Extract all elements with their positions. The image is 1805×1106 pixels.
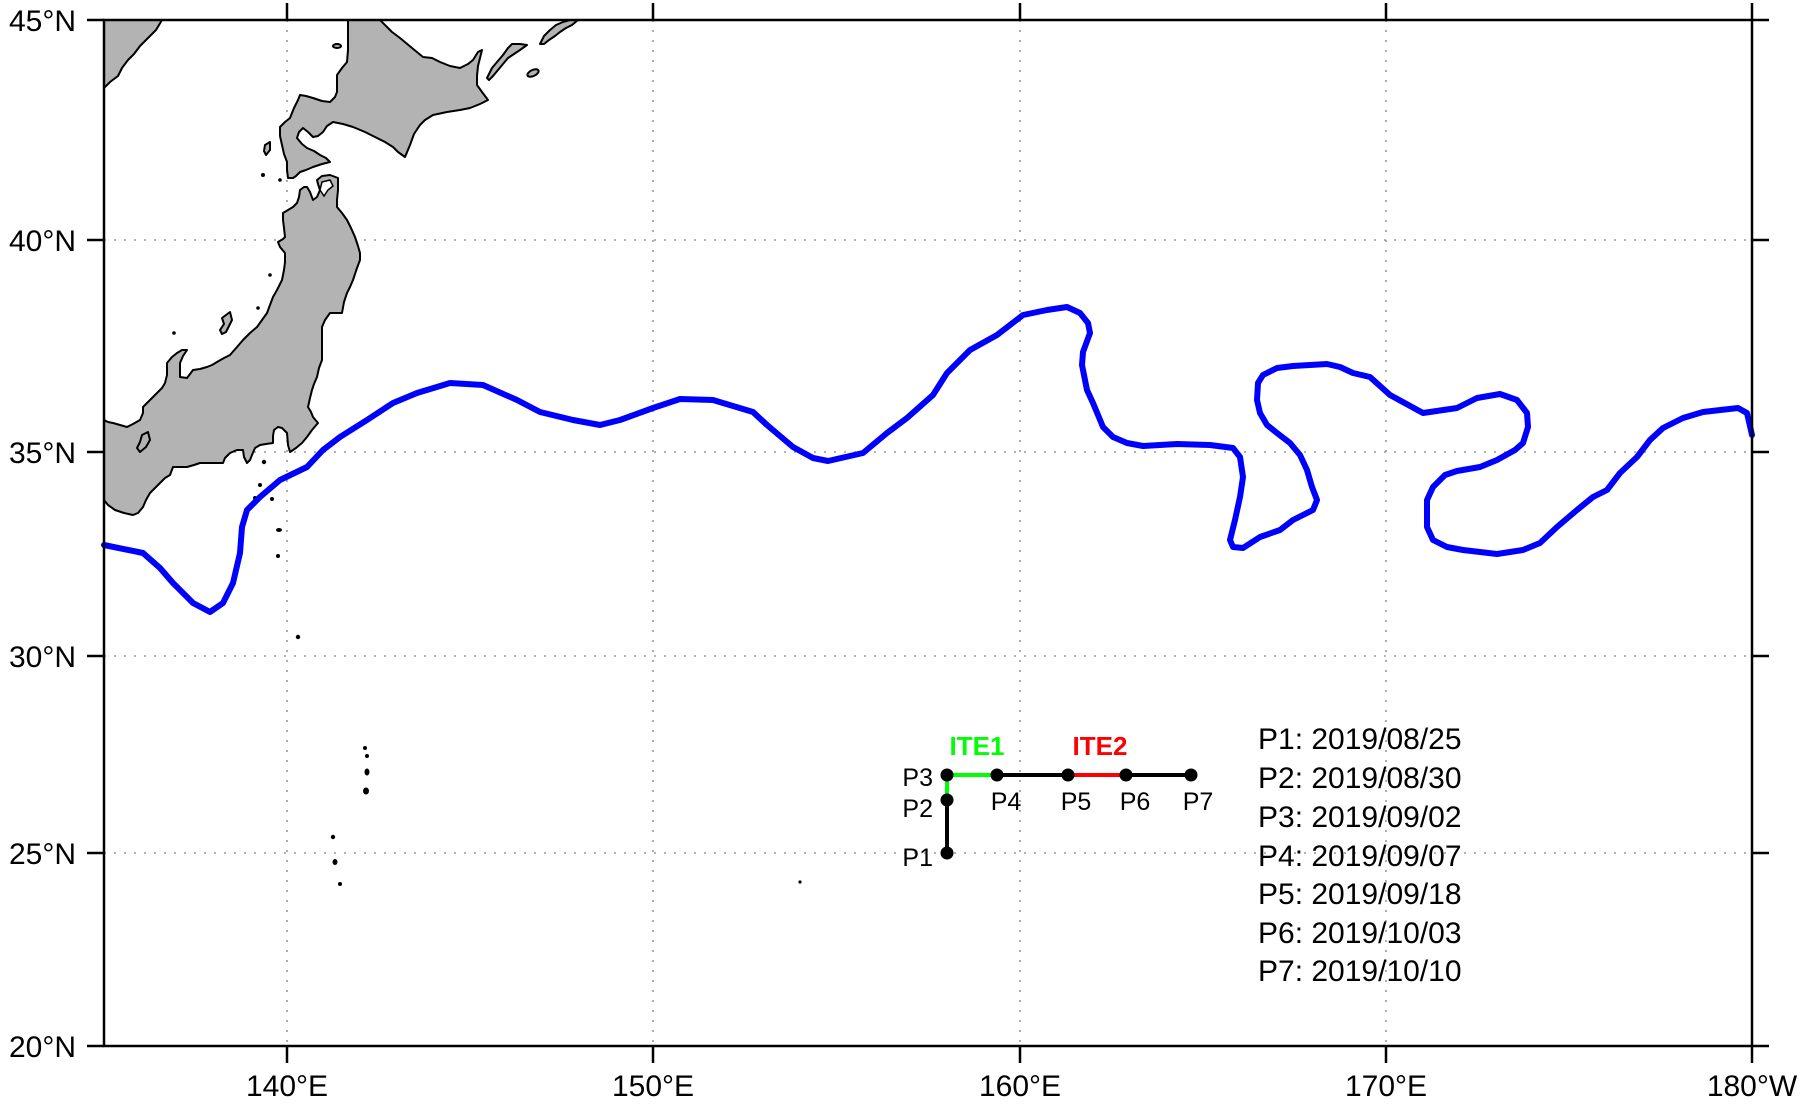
- islet: [332, 859, 338, 865]
- point-label-p1: P1: [902, 844, 933, 872]
- land-awaji: [136, 431, 151, 453]
- islet: [268, 273, 272, 277]
- land-iturup: [539, 19, 579, 45]
- land-honshu: [103, 174, 361, 516]
- x-label-180: 180°W: [1707, 1070, 1798, 1101]
- legend-entry-p6: P6: 2019/10/03: [1258, 917, 1462, 950]
- track-point-p2: [940, 793, 954, 807]
- islet: [295, 634, 301, 640]
- legend-entry-p3: P3: 2019/09/02: [1258, 801, 1462, 834]
- track-point-p4: [990, 768, 1004, 782]
- land-hokkaido: [279, 19, 489, 179]
- track-point-p3: [940, 768, 954, 782]
- ite1-label: ITE1: [950, 731, 1005, 761]
- islet: [261, 173, 265, 177]
- x-label-150: 150°E: [612, 1070, 694, 1101]
- islet: [330, 834, 336, 840]
- point-label-p5: P5: [1061, 788, 1092, 816]
- islet: [798, 880, 802, 884]
- gridlines: [104, 20, 1752, 1046]
- point-label-p7: P7: [1183, 788, 1214, 816]
- islet: [258, 483, 262, 487]
- land-kunashir: [486, 43, 528, 81]
- islet: [363, 787, 369, 795]
- land-shikotan: [526, 68, 540, 78]
- kuroshio-path: [101, 304, 1755, 615]
- track-point-p1: [940, 846, 954, 860]
- islet: [172, 331, 176, 335]
- ite2-label: ITE2: [1073, 731, 1128, 761]
- y-label-35: 35°N: [9, 437, 76, 470]
- y-label-40: 40°N: [9, 225, 76, 258]
- legend-entry-p4: P4: 2019/09/07: [1258, 840, 1462, 873]
- islets: [172, 173, 802, 886]
- track-point-p5: [1061, 768, 1075, 782]
- point-label-p4: P4: [991, 788, 1022, 816]
- y-label-45: 45°N: [9, 5, 76, 38]
- land-okushiri: [263, 141, 271, 156]
- land-asia-mainland: [103, 19, 163, 89]
- point-label-p3: P3: [902, 764, 933, 792]
- mutsu-bay: [319, 179, 334, 198]
- y-label-25: 25°N: [9, 838, 76, 871]
- land-rishiri: [332, 43, 342, 49]
- legend-entry-p1: P1: 2019/08/25: [1258, 723, 1462, 756]
- track-point-p7: [1184, 768, 1198, 782]
- islet: [256, 306, 260, 310]
- islet: [338, 882, 342, 886]
- islet: [364, 768, 370, 776]
- islet: [365, 754, 369, 758]
- islet: [278, 178, 282, 182]
- x-label-160: 160°E: [979, 1070, 1061, 1101]
- y-label-20: 20°N: [9, 1031, 76, 1064]
- point-label-p6: P6: [1120, 788, 1151, 816]
- land-sado: [219, 311, 233, 335]
- islet: [276, 528, 282, 532]
- islet: [270, 497, 274, 501]
- islet: [261, 459, 267, 465]
- map-frame: [102, 18, 1754, 1048]
- legend-entry-p2: P2: 2019/08/30: [1258, 762, 1462, 795]
- islet: [363, 746, 367, 750]
- islet: [276, 554, 280, 558]
- date-legend: P1: 2019/08/25 P2: 2019/08/30 P3: 2019/0…: [1258, 723, 1462, 988]
- y-label-30: 30°N: [9, 641, 76, 674]
- land-masses: [103, 19, 579, 516]
- point-label-p2: P2: [902, 795, 933, 823]
- x-label-140: 140°E: [246, 1070, 328, 1101]
- axis-ticks: [87, 3, 1769, 1063]
- x-axis-labels: 140°E 150°E 160°E 170°E 180°W: [246, 1070, 1798, 1103]
- x-label-170: 170°E: [1345, 1070, 1427, 1101]
- y-axis-labels: 45°N 40°N 35°N 30°N 25°N 20°N: [9, 5, 76, 1064]
- track-point-p6: [1119, 768, 1133, 782]
- legend-entry-p7: P7: 2019/10/10: [1258, 955, 1462, 988]
- legend-entry-p5: P5: 2019/09/18: [1258, 878, 1462, 911]
- eddy-track: P1 P2 P3 P4 P5 P6 P7 ITE1 ITE2: [902, 731, 1213, 872]
